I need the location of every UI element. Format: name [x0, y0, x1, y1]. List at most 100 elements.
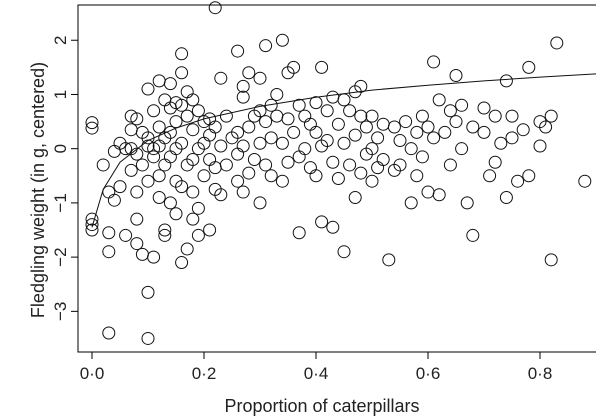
- data-point: [191, 228, 205, 242]
- data-point: [208, 1, 222, 15]
- data-point: [186, 123, 200, 137]
- data-point: [259, 158, 273, 172]
- data-point: [393, 134, 407, 148]
- y-tick-label: −2: [51, 247, 70, 266]
- data-point: [331, 117, 345, 131]
- data-point: [141, 331, 155, 345]
- data-point: [264, 131, 278, 145]
- data-point: [432, 188, 446, 202]
- y-axis-title: Fledgling weight (in g, centered): [28, 62, 48, 318]
- data-point: [175, 47, 189, 61]
- data-point: [175, 98, 189, 112]
- data-point: [242, 120, 256, 134]
- data-point: [102, 226, 116, 240]
- data-point: [175, 256, 189, 270]
- data-point: [102, 245, 116, 259]
- data-point: [147, 250, 161, 264]
- data-point: [270, 109, 284, 123]
- data-point: [427, 131, 441, 145]
- data-point: [135, 158, 149, 172]
- axes-layer: −3 −2 −1 0 1 2 0·0 0·2 0·4 0·6 0·8: [51, 4, 596, 383]
- data-point: [533, 139, 547, 153]
- data-point: [236, 79, 250, 93]
- data-point: [214, 188, 228, 202]
- data-point: [236, 185, 250, 199]
- data-point: [119, 228, 133, 242]
- data-point: [393, 158, 407, 172]
- data-point: [152, 190, 166, 204]
- data-point: [214, 71, 228, 85]
- data-point: [107, 193, 121, 207]
- data-point: [231, 147, 245, 161]
- data-point: [130, 185, 144, 199]
- data-point: [163, 196, 177, 210]
- data-point: [415, 109, 429, 123]
- data-point: [175, 180, 189, 194]
- data-point: [85, 212, 99, 226]
- fit-curve-layer: [91, 73, 597, 228]
- data-point: [499, 190, 513, 204]
- data-point: [511, 174, 525, 188]
- data-point: [494, 136, 508, 150]
- data-point: [438, 125, 452, 139]
- data-point: [443, 158, 457, 172]
- data-point: [281, 112, 295, 126]
- data-point: [326, 155, 340, 169]
- data-point: [550, 36, 564, 50]
- data-point: [259, 39, 273, 53]
- data-point: [354, 166, 368, 180]
- data-point: [147, 150, 161, 164]
- data-point: [102, 326, 116, 340]
- data-point: [544, 109, 558, 123]
- data-point: [303, 117, 317, 131]
- data-point: [544, 253, 558, 267]
- data-point: [253, 196, 267, 210]
- data-point: [270, 87, 284, 101]
- data-point: [130, 212, 144, 226]
- data-point: [124, 123, 138, 137]
- data-point: [169, 207, 183, 221]
- data-point: [522, 60, 536, 74]
- y-tick-label: −3: [51, 302, 70, 321]
- data-point: [326, 90, 340, 104]
- data-point: [298, 109, 312, 123]
- data-point: [376, 153, 390, 167]
- data-point: [427, 55, 441, 69]
- data-point: [253, 71, 267, 85]
- data-point: [147, 104, 161, 118]
- data-point: [376, 117, 390, 131]
- data-point: [443, 104, 457, 118]
- data-point: [197, 169, 211, 183]
- data-point: [449, 68, 463, 82]
- data-point: [449, 115, 463, 129]
- data-point: [410, 125, 424, 139]
- data-point: [152, 74, 166, 88]
- data-point: [303, 161, 317, 175]
- data-point: [152, 120, 166, 134]
- data-point: [130, 237, 144, 251]
- data-point: [191, 201, 205, 215]
- data-point: [275, 136, 289, 150]
- data-point: [326, 220, 340, 234]
- data-point: [163, 125, 177, 139]
- data-point: [175, 136, 189, 150]
- data-point: [214, 139, 228, 153]
- data-point: [359, 120, 373, 134]
- data-point: [231, 44, 245, 58]
- data-point: [343, 158, 357, 172]
- data-point: [119, 142, 133, 156]
- data-point: [231, 125, 245, 139]
- data-point: [96, 158, 110, 172]
- x-tick-label: 0·4: [304, 364, 329, 383]
- data-point: [85, 218, 99, 232]
- data-point: [186, 185, 200, 199]
- data-point: [354, 109, 368, 123]
- data-point: [432, 93, 446, 107]
- data-point: [275, 174, 289, 188]
- data-point: [208, 161, 222, 175]
- y-tick-label: 1: [51, 90, 70, 99]
- data-point: [186, 93, 200, 107]
- data-point: [365, 174, 379, 188]
- data-point: [219, 109, 233, 123]
